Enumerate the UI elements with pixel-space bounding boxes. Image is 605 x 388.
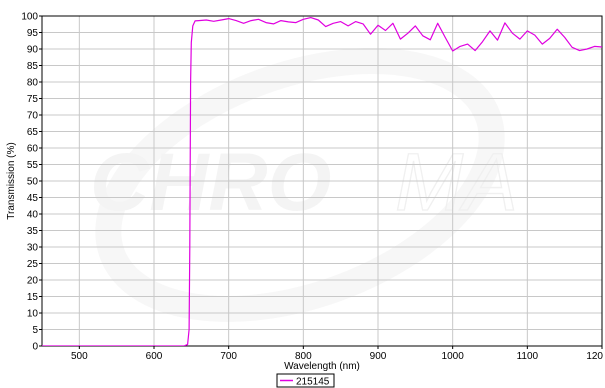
y-tick-label: 50	[27, 177, 39, 188]
y-tick-label: 85	[27, 61, 39, 72]
y-tick-label: 65	[27, 127, 39, 138]
y-axis: 0 5 10 15 20 25 30 35 40 45 50 55 60 65 70 75 80 85 90 95 10…	[21, 12, 42, 353]
y-tick-label: 95	[27, 28, 39, 39]
y-tick-label: 100	[21, 12, 38, 23]
x-axis-label: Wavelength (nm)	[284, 361, 360, 372]
x-tick-label: 900	[370, 351, 387, 362]
watermark: CHRO MA	[90, 48, 519, 322]
series-line-215145	[42, 17, 602, 346]
watermark-solid-text: CHRO	[90, 137, 331, 228]
x-tick-label: 1100	[517, 351, 539, 362]
y-tick-label: 20	[27, 276, 39, 287]
legend-entry-215145: 215145	[296, 377, 330, 388]
y-tick-label: 10	[27, 309, 39, 320]
legend: 215145	[276, 373, 335, 388]
x-tick-label: 800	[295, 351, 312, 362]
y-tick-label: 35	[27, 226, 39, 237]
y-tick-label: 15	[27, 292, 39, 303]
x-tick-label: 700	[220, 351, 237, 362]
y-tick-label: 80	[27, 78, 39, 89]
y-tick-label: 70	[27, 111, 39, 122]
x-tick-label: 500	[71, 351, 88, 362]
y-tick-label: 30	[27, 243, 39, 254]
y-tick-label: 55	[27, 160, 39, 171]
y-tick-label: 25	[27, 259, 39, 270]
x-axis: 500 600 700 800 900 1000 1100 120	[71, 346, 603, 362]
y-axis-label: Transmission (%)	[6, 142, 17, 219]
y-tick-label: 75	[27, 94, 39, 105]
y-tick-label: 90	[27, 45, 39, 56]
x-tick-label: 120	[586, 351, 603, 362]
x-tick-label: 1000	[442, 351, 465, 362]
watermark-outline-text: MA	[395, 137, 518, 228]
y-tick-label: 5	[32, 325, 38, 336]
grid	[42, 16, 602, 346]
x-tick-label: 600	[146, 351, 163, 362]
y-tick-label: 60	[27, 144, 39, 155]
y-tick-label: 40	[27, 210, 39, 221]
y-tick-label: 0	[32, 342, 38, 353]
legend-box	[276, 373, 335, 388]
y-tick-label: 45	[27, 193, 39, 204]
